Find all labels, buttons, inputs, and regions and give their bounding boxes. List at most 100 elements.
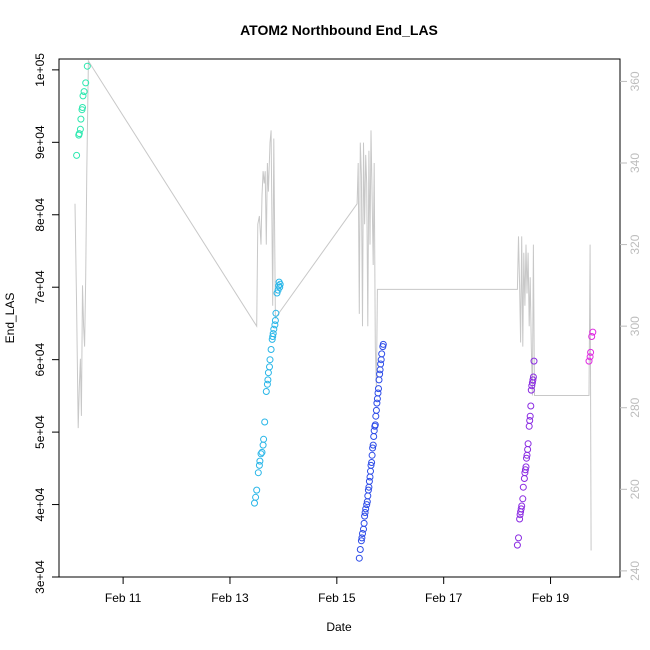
data-point-series-4	[521, 466, 529, 474]
data-point-series-2	[258, 448, 266, 456]
data-point-series-3	[373, 399, 381, 407]
data-point-series-4	[526, 412, 534, 420]
data-point-series-1	[75, 130, 83, 138]
data-point-series-2	[262, 388, 270, 395]
data-point-series-2	[266, 363, 273, 371]
data-point-series-3	[371, 421, 379, 429]
data-point-series-4	[527, 386, 535, 394]
data-point-series-5	[585, 357, 593, 365]
y-tick-label: 9e+04	[33, 125, 47, 159]
data-point-series-2	[256, 457, 264, 465]
data-point-series-4	[513, 541, 521, 549]
data-point-series-4	[529, 373, 537, 381]
y2-tick-label: 260	[628, 479, 642, 499]
data-point-series-1	[76, 125, 84, 133]
data-point-series-3	[364, 486, 372, 494]
x-tick-label: Feb 17	[425, 591, 463, 605]
data-point-series-2	[254, 469, 262, 477]
data-point-series-4	[527, 402, 535, 410]
data-point-series-1	[82, 79, 90, 87]
x-tick-label: Feb 15	[318, 591, 356, 605]
data-point-series-4	[529, 376, 537, 384]
y2-tick-label: 320	[628, 234, 642, 254]
y2-tick-label: 280	[628, 397, 642, 417]
y-axis-label: End_LAS	[3, 293, 17, 344]
data-point-series-3	[374, 389, 382, 397]
data-point-series-2	[260, 435, 268, 443]
data-point-series-2	[269, 330, 277, 338]
data-point-series-5	[588, 333, 596, 340]
data-point-series-3	[363, 501, 371, 509]
data-point-series-3	[365, 477, 373, 485]
data-point-series-3	[361, 509, 369, 516]
data-point-series-2	[270, 325, 278, 333]
data-point-series-5	[586, 353, 594, 361]
data-point-series-3	[369, 444, 377, 452]
data-point-series-2	[257, 450, 265, 458]
data-point-series-3	[358, 534, 366, 542]
data-point-series-2	[266, 356, 274, 364]
data-point-series-1	[79, 92, 87, 100]
y-axis-right: 240 260 280 300 320 340 360	[620, 71, 642, 581]
y-tick-label: 3e+04	[33, 560, 47, 594]
data-point-series-4	[524, 440, 532, 448]
x-axis: Feb 11 Feb 13 Feb 15 Feb 17 Feb 19	[105, 577, 570, 605]
y-tick-label: 6e+04	[33, 343, 47, 377]
data-point-series-5	[587, 348, 595, 356]
data-point-series-2	[264, 376, 272, 384]
data-point-series-3	[376, 370, 384, 378]
data-point-series-2	[261, 418, 269, 426]
data-point-series-4	[519, 495, 527, 503]
data-point-series-3	[368, 459, 376, 466]
data-point-series-1	[80, 88, 88, 96]
data-point-series-4	[515, 534, 522, 542]
plot-area-frame	[58, 58, 621, 578]
y2-tick-label: 240	[628, 561, 642, 581]
y-tick-label: 8e+04	[33, 198, 47, 232]
data-point-series-3	[378, 350, 386, 358]
data-point-series-5	[589, 328, 597, 336]
x-tick-label: Feb 13	[211, 591, 249, 605]
data-point-series-3	[369, 441, 377, 449]
data-point-series-4	[516, 515, 524, 523]
data-point-series-3	[367, 461, 375, 469]
data-point-series-2	[276, 280, 284, 288]
x-tick-label: Feb 11	[105, 591, 142, 605]
data-point-series-2	[272, 309, 280, 317]
y-tick-label: 5e+04	[33, 415, 47, 449]
data-point-series-3	[368, 451, 376, 459]
data-point-series-4	[518, 502, 526, 510]
scatter-points-layer	[73, 62, 597, 562]
secondary-series-line	[74, 59, 592, 551]
data-point-series-2	[269, 333, 277, 340]
data-point-series-2	[271, 317, 279, 324]
x-axis-label: Date	[326, 620, 352, 634]
data-point-series-2	[276, 283, 284, 291]
data-point-series-2	[271, 321, 279, 329]
data-point-series-2	[275, 282, 283, 290]
data-point-series-2	[252, 493, 260, 501]
y2-tick-label: 340	[628, 153, 642, 173]
data-point-series-3	[372, 406, 380, 414]
y-tick-label: 1e+05	[33, 53, 47, 87]
data-point-series-2	[253, 486, 261, 494]
x-tick-label: Feb 19	[532, 591, 570, 605]
data-point-series-3	[379, 340, 387, 348]
data-point-series-3	[357, 537, 365, 545]
y2-tick-label: 360	[628, 71, 642, 91]
y2-tick-label: 300	[628, 316, 642, 336]
data-point-series-1	[73, 151, 81, 159]
secondary-series-layer	[74, 59, 592, 551]
data-point-series-2	[263, 380, 271, 388]
y-axis-left: 3e+04 4e+04 5e+04 6e+04 7e+04 8e+04 9e+04 1e+05	[33, 53, 59, 594]
data-point-series-3	[359, 530, 366, 537]
chart-title: ATOM2 Northbound End_LAS	[240, 22, 438, 38]
data-point-series-3	[375, 385, 382, 393]
data-point-series-4	[517, 505, 525, 513]
data-point-series-4	[523, 454, 530, 462]
data-point-series-2	[267, 346, 275, 353]
data-point-series-4	[522, 463, 530, 471]
data-point-series-4	[519, 483, 527, 491]
